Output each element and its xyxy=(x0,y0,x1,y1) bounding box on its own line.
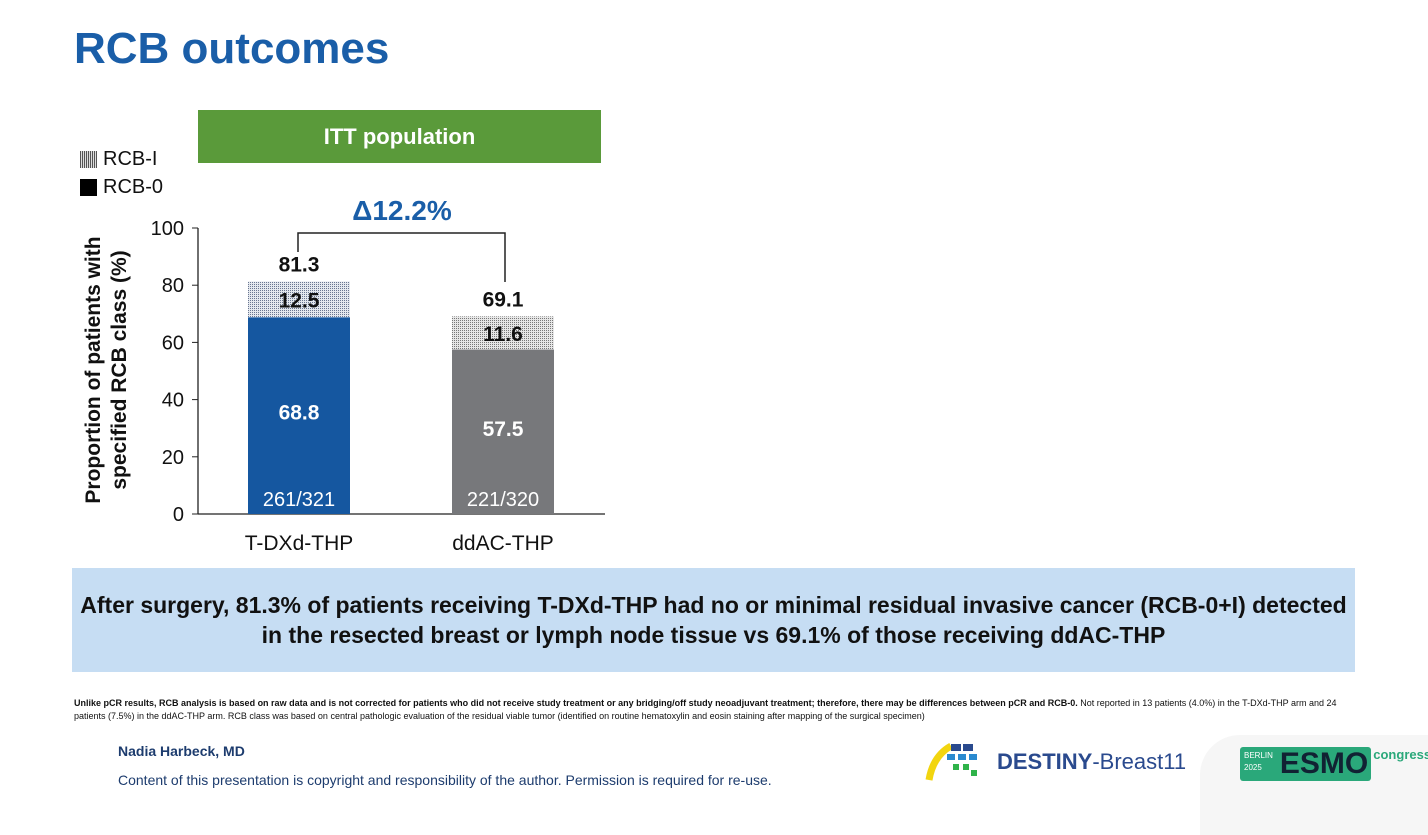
y-tick-label: 40 xyxy=(162,390,184,412)
summary-text: After surgery, 81.3% of patients receivi… xyxy=(80,592,1347,648)
footnote-bold: Unlike pCR results, RCB analysis is base… xyxy=(74,698,1078,708)
logo-text: ESMO xyxy=(1276,747,1372,781)
rcb-chart: Δ12.2% 0 20 40 60 80 100 68.8 12.5 81.3 261/321 T-… xyxy=(82,195,605,555)
destiny-breast11-logo: DESTINY-Breast11 xyxy=(925,742,1186,782)
logo-text: BERLIN xyxy=(1244,751,1273,760)
value-label-rcb-0: 68.8 xyxy=(279,402,320,425)
bar-rcb-0 xyxy=(248,317,350,514)
legend-rcb-0: RCB-0 xyxy=(80,176,163,199)
y-axis-label: Proportion of patients with specified RCB… xyxy=(82,236,131,503)
y-tick-label: 100 xyxy=(151,218,184,240)
page-title: RCB outcomes xyxy=(74,24,390,73)
y-axis-label-line: Proportion of patients with xyxy=(82,236,105,503)
esmo-congress-logo: BERLIN 2025 ESMO congress xyxy=(1240,747,1428,781)
bar-rcb-1 xyxy=(452,316,554,350)
value-label-rcb-1: 12.5 xyxy=(279,289,320,312)
value-label-rcb-0: 57.5 xyxy=(483,418,524,441)
logo-text: -Breast11 xyxy=(1092,749,1187,774)
footnote-text: Not reported in 13 patients (4.0%) in th… xyxy=(74,698,1337,721)
value-label-rcb-1: 11.6 xyxy=(483,323,523,346)
count-label: 221/320 xyxy=(467,489,539,511)
delta-bracket xyxy=(297,232,506,282)
logo-text: DESTINY xyxy=(997,749,1093,774)
copyright-notice: Content of this presentation is copyrigh… xyxy=(118,772,772,788)
y-axis-label-line: specified RCB class (%) xyxy=(108,250,131,489)
count-label: 261/321 xyxy=(263,489,335,511)
y-tick-label: 80 xyxy=(162,275,184,297)
total-label: 81.3 xyxy=(279,253,320,276)
bar-rcb-1 xyxy=(248,281,350,318)
legend-rcb-1: RCB-I xyxy=(80,148,157,171)
destiny-arc-icon xyxy=(925,742,977,781)
y-tick-label: 20 xyxy=(162,447,184,469)
logo-text: congress xyxy=(1373,747,1428,762)
author: Nadia Harbeck, MD xyxy=(118,743,245,759)
category-label: ddAC-THP xyxy=(452,532,554,555)
logo-text: 2025 xyxy=(1244,763,1262,772)
footnote: Unlike pCR results, RCB analysis is base… xyxy=(74,697,1364,723)
delta-label: Δ12.2% xyxy=(352,195,452,226)
category-label: T-DXd-THP xyxy=(245,532,354,555)
summary-box: After surgery, 81.3% of patients receivi… xyxy=(72,568,1355,672)
population-banner: ITT population xyxy=(198,110,601,163)
y-tick-label: 60 xyxy=(162,332,184,354)
legend-label: RCB-I xyxy=(103,148,158,170)
legend-label: RCB-0 xyxy=(103,176,164,198)
y-tick-label: 0 xyxy=(173,504,184,526)
bar-rcb-0 xyxy=(452,349,554,514)
legend-swatch-rcb-0 xyxy=(80,179,97,196)
legend-swatch-rcb-1 xyxy=(80,151,97,168)
total-label: 69.1 xyxy=(483,288,524,311)
